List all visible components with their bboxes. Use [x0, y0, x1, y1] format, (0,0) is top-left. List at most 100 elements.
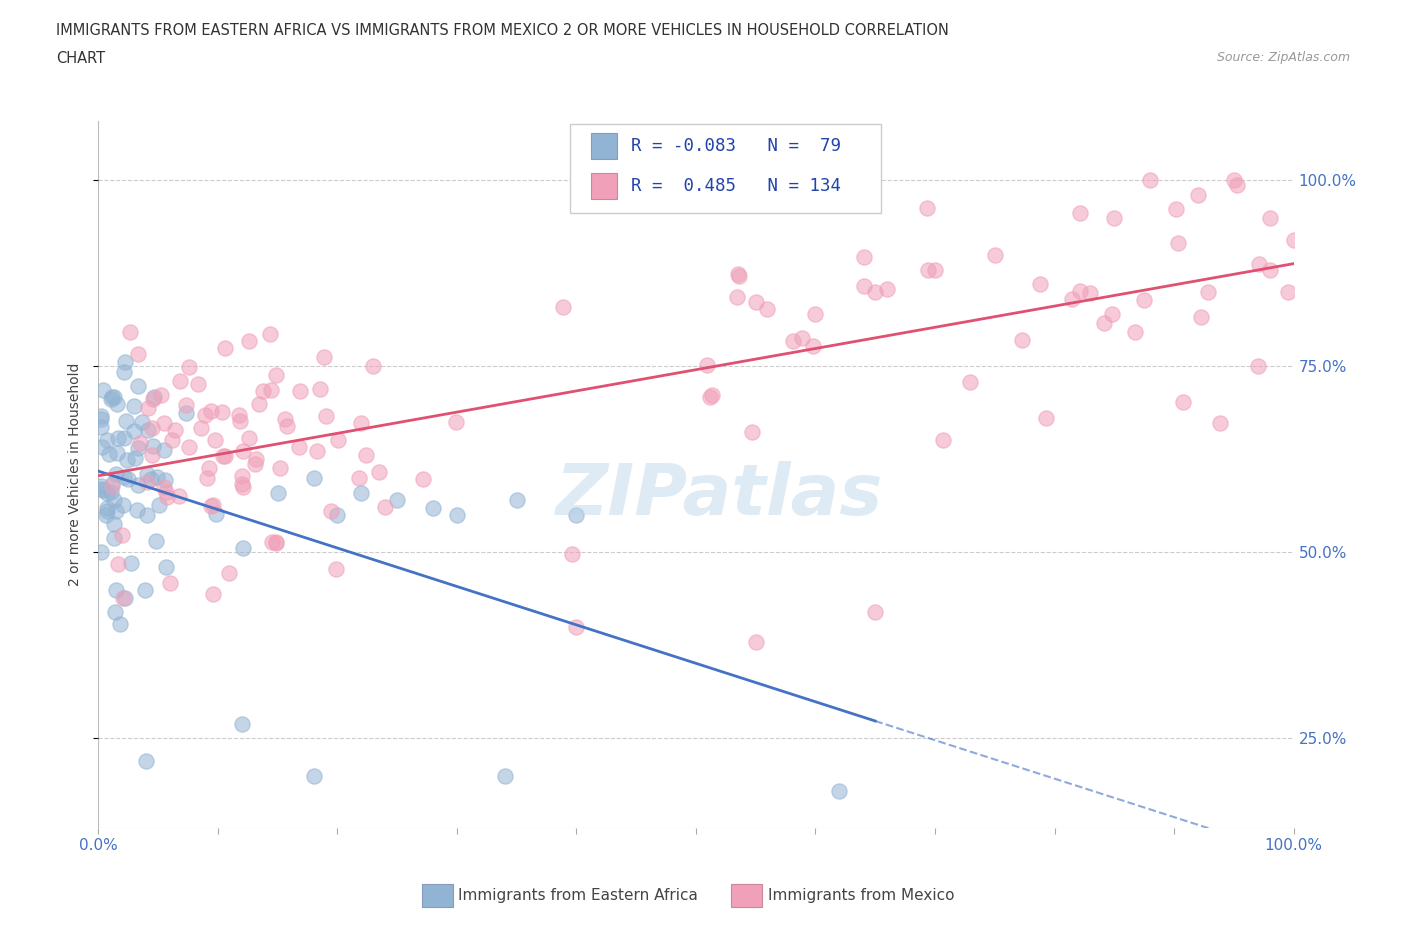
Point [444, 415, 467, 430]
Point [745, 634, 768, 649]
Text: Source: ZipAtlas.com: Source: ZipAtlas.com [1216, 51, 1350, 64]
Point [853, 249, 876, 264]
FancyBboxPatch shape [591, 174, 617, 200]
Point [124, 451, 146, 466]
Point [91, 382, 114, 397]
Point [696, 358, 718, 373]
Point [160, 432, 183, 447]
Point [959, 375, 981, 390]
Text: R = -0.083   N =  79: R = -0.083 N = 79 [631, 137, 841, 155]
Point [801, 339, 824, 354]
Point [112, 365, 135, 379]
Point [1282, 232, 1305, 247]
Point [302, 471, 325, 485]
Point [865, 285, 887, 299]
Point [145, 534, 167, 549]
Point [96, 485, 118, 500]
Point [98, 446, 121, 461]
Point [156, 490, 179, 505]
Point [90, 481, 112, 496]
Point [561, 547, 583, 562]
Point [134, 582, 156, 597]
Point [1164, 202, 1187, 217]
Point [287, 440, 309, 455]
Point [347, 471, 370, 485]
Point [354, 447, 377, 462]
Point [1226, 178, 1249, 193]
Point [114, 354, 136, 369]
Point [195, 471, 218, 485]
Text: R =  0.485   N = 134: R = 0.485 N = 134 [631, 178, 841, 195]
Point [127, 379, 149, 393]
Point [232, 444, 254, 458]
Point [155, 485, 177, 499]
Point [321, 503, 343, 518]
Point [124, 398, 146, 413]
Point [1029, 276, 1052, 291]
Point [232, 479, 254, 494]
Point [103, 516, 125, 531]
Point [142, 439, 165, 454]
Point [103, 531, 125, 546]
Point [782, 334, 804, 349]
Point [187, 377, 209, 392]
Point [96, 500, 118, 515]
Point [100, 485, 122, 499]
Point [238, 431, 260, 445]
Point [264, 535, 287, 550]
Point [1258, 210, 1281, 225]
Point [312, 349, 335, 364]
Text: CHART: CHART [56, 51, 105, 66]
Point [315, 409, 337, 424]
Point [96, 503, 118, 518]
Point [135, 474, 157, 489]
Point [96, 508, 118, 523]
Point [135, 753, 157, 768]
Point [127, 441, 149, 456]
Text: Immigrants from Eastern Africa: Immigrants from Eastern Africa [458, 888, 699, 903]
Point [1078, 286, 1101, 300]
Point [201, 498, 224, 512]
Point [211, 404, 233, 418]
Point [228, 414, 250, 429]
Point [755, 302, 778, 317]
Point [200, 498, 222, 513]
Point [506, 493, 529, 508]
Point [700, 387, 723, 402]
Point [148, 498, 170, 512]
Point [231, 469, 253, 484]
Point [243, 457, 266, 472]
Point [565, 619, 588, 634]
Point [108, 617, 131, 631]
Point [104, 604, 127, 619]
Point [1197, 285, 1219, 299]
Point [135, 467, 157, 482]
Point [422, 500, 444, 515]
Point [141, 472, 163, 486]
Point [727, 269, 749, 284]
Point [159, 575, 181, 590]
Point [111, 527, 134, 542]
Point [90, 409, 112, 424]
Point [385, 493, 409, 508]
Point [412, 472, 434, 486]
Y-axis label: 2 or more Vehicles in Household: 2 or more Vehicles in Household [67, 363, 82, 586]
Point [1171, 394, 1194, 409]
Point [153, 416, 176, 431]
Point [446, 508, 468, 523]
Point [142, 392, 165, 406]
Point [274, 412, 297, 427]
Point [252, 383, 274, 398]
Point [125, 502, 148, 517]
Point [276, 418, 298, 433]
Point [1260, 263, 1282, 278]
Text: ZIPatlas: ZIPatlas [557, 461, 883, 530]
Point [136, 422, 159, 437]
Point [117, 472, 139, 486]
Point [111, 498, 134, 512]
Point [565, 508, 588, 523]
Point [114, 591, 136, 605]
Point [1209, 416, 1232, 431]
Point [205, 507, 228, 522]
Point [122, 424, 145, 439]
